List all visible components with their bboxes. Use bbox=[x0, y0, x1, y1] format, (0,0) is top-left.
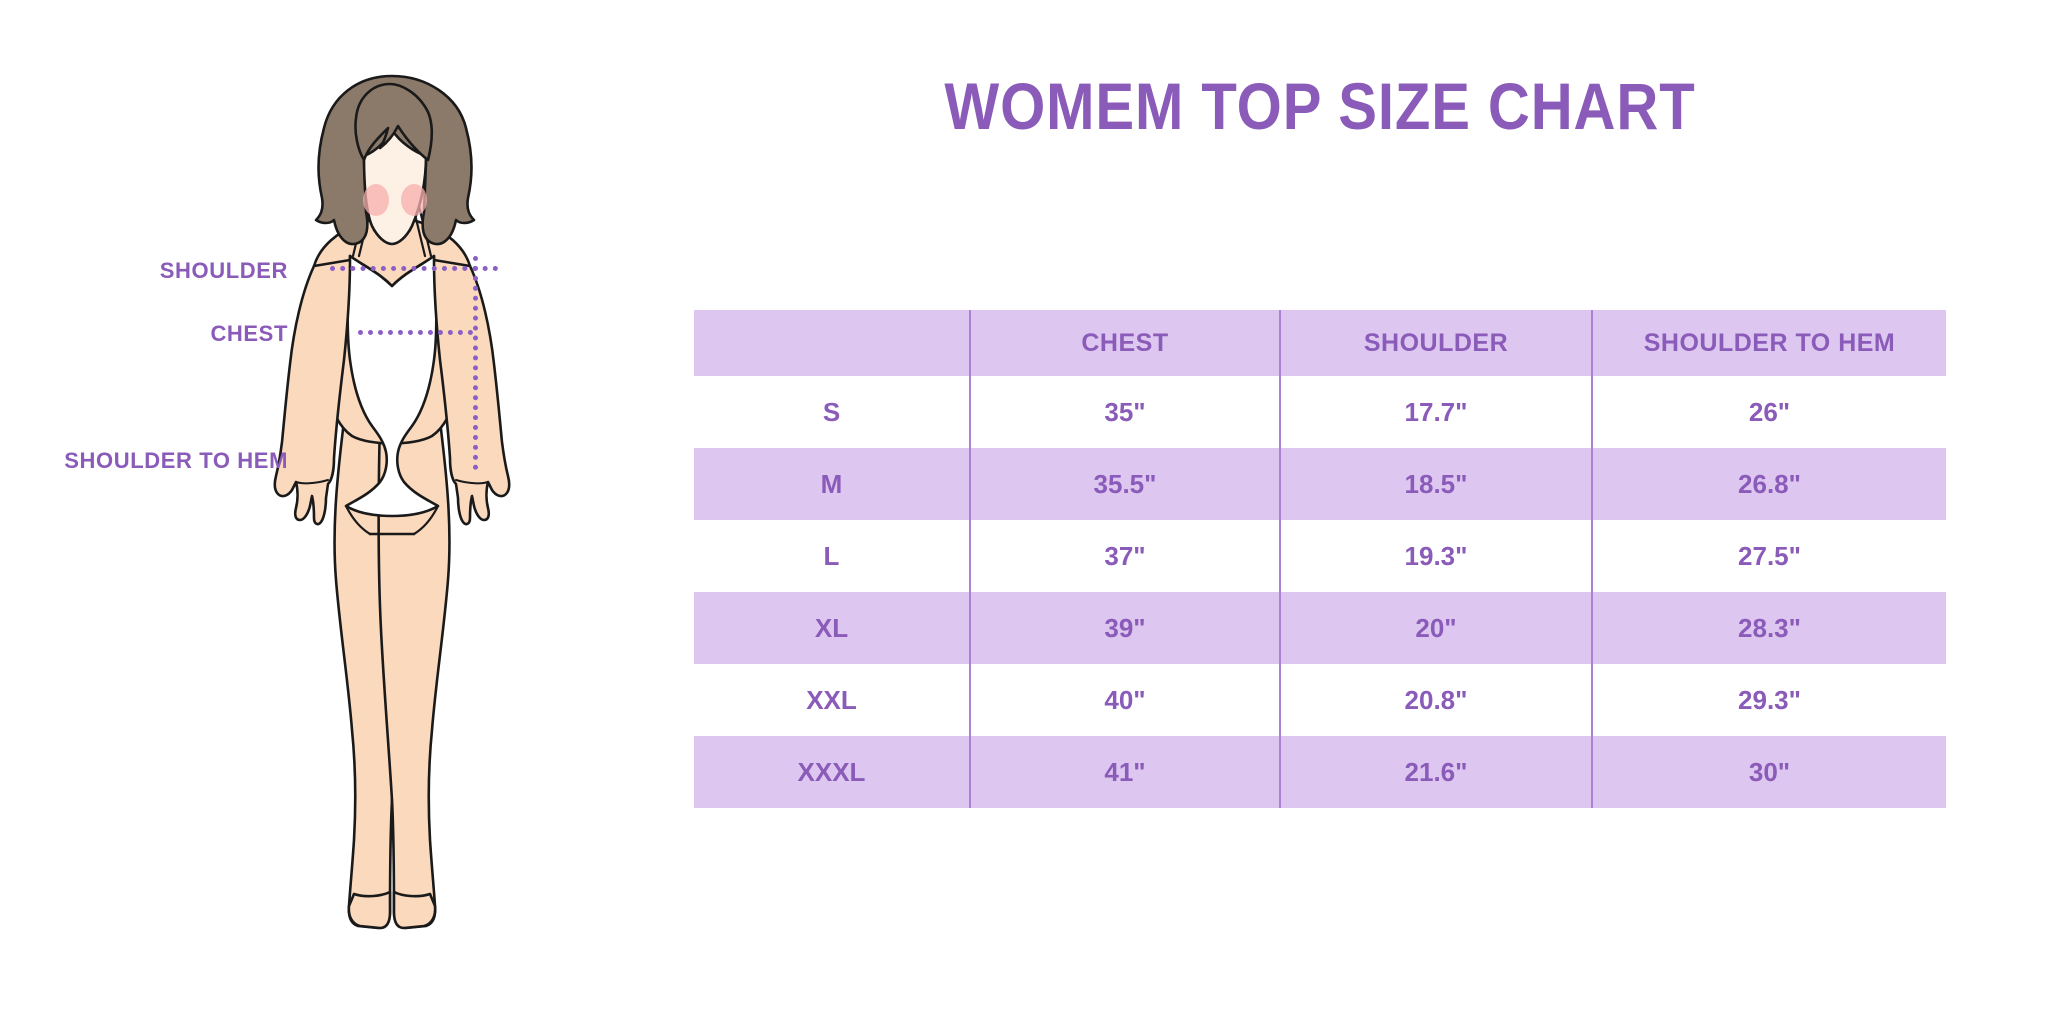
header-cell-shoulder: SHOULDER bbox=[1279, 310, 1592, 376]
cell-shoulder-to-hem: 27.5" bbox=[1591, 520, 1946, 592]
cell-shoulder: 21.6" bbox=[1279, 736, 1592, 808]
cell-shoulder: 20.8" bbox=[1279, 664, 1592, 736]
cell-chest: 39" bbox=[969, 592, 1280, 664]
size-chart-table: CHEST SHOULDER SHOULDER TO HEM S 35" 17.… bbox=[694, 310, 1946, 808]
shoulder-measure-line bbox=[330, 266, 498, 271]
cell-shoulder: 20" bbox=[1279, 592, 1592, 664]
cell-shoulder: 17.7" bbox=[1279, 376, 1592, 448]
header-cell-chest: CHEST bbox=[969, 310, 1280, 376]
table-row: XL 39" 20" 28.3" bbox=[694, 592, 1946, 664]
measurement-label-shoulder: SHOULDER bbox=[159, 258, 288, 283]
table-row: XXXL 41" 21.6" 30" bbox=[694, 736, 1946, 808]
cell-size: L bbox=[694, 520, 970, 592]
measurement-label-shoulder-to-hem: SHOULDER TO HEM bbox=[64, 448, 288, 473]
mannequin-figure bbox=[240, 60, 580, 960]
cell-shoulder: 19.3" bbox=[1279, 520, 1592, 592]
shoulder-to-hem-measure-line bbox=[473, 256, 478, 470]
table-row: L 37" 19.3" 27.5" bbox=[694, 520, 1946, 592]
page-title: WOMEM TOP SIZE CHART bbox=[944, 69, 1696, 143]
cell-shoulder: 18.5" bbox=[1279, 448, 1592, 520]
cell-chest: 35.5" bbox=[969, 448, 1280, 520]
header-cell-shoulder-to-hem: SHOULDER TO HEM bbox=[1591, 310, 1946, 376]
cell-chest: 37" bbox=[969, 520, 1280, 592]
chest-measure-line bbox=[358, 330, 473, 335]
cell-size: XXL bbox=[694, 664, 970, 736]
cell-chest: 40" bbox=[969, 664, 1280, 736]
cell-size: M bbox=[694, 448, 970, 520]
header-cell-size bbox=[694, 310, 970, 376]
cell-chest: 35" bbox=[969, 376, 1280, 448]
cell-size: XL bbox=[694, 592, 970, 664]
cell-shoulder-to-hem: 26" bbox=[1591, 376, 1946, 448]
measurement-label-chest: CHEST bbox=[210, 321, 288, 346]
table-row: S 35" 17.7" 26" bbox=[694, 376, 1946, 448]
cell-size: XXXL bbox=[694, 736, 970, 808]
cell-shoulder-to-hem: 26.8" bbox=[1591, 448, 1946, 520]
table-header-row: CHEST SHOULDER SHOULDER TO HEM bbox=[694, 310, 1946, 376]
table-row: XXL 40" 20.8" 29.3" bbox=[694, 664, 1946, 736]
cell-size: S bbox=[694, 376, 970, 448]
cell-shoulder-to-hem: 29.3" bbox=[1591, 664, 1946, 736]
cell-shoulder-to-hem: 28.3" bbox=[1591, 592, 1946, 664]
table-row: M 35.5" 18.5" 26.8" bbox=[694, 448, 1946, 520]
cell-chest: 41" bbox=[969, 736, 1280, 808]
cell-shoulder-to-hem: 30" bbox=[1591, 736, 1946, 808]
